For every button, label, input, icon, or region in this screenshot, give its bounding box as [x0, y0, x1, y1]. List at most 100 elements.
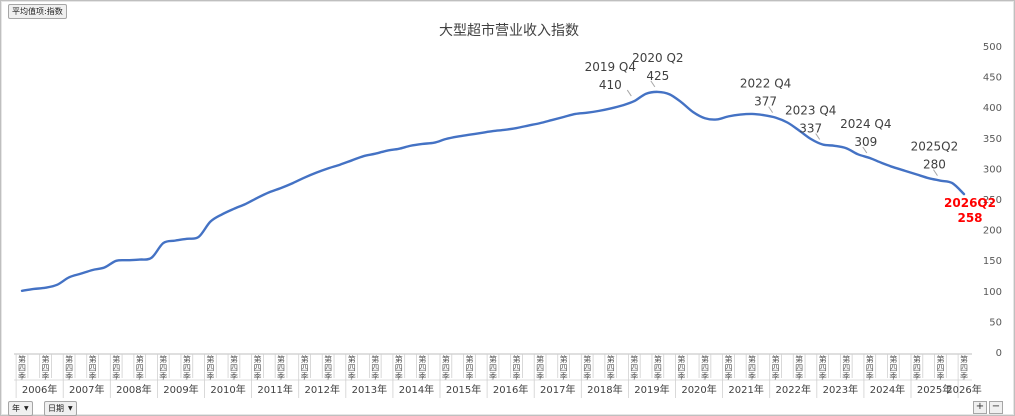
x-quarter-char: 第 [913, 354, 921, 364]
x-quarter-char: 四 [536, 364, 544, 373]
x-quarter-label: 第四季 [748, 354, 756, 381]
x-quarter-char: 四 [348, 364, 356, 373]
callout-label: 2020 Q2 [632, 51, 683, 65]
callout-leader [933, 169, 938, 176]
x-quarter-char: 季 [324, 371, 332, 381]
x-quarter-char: 季 [277, 371, 285, 381]
callout-label: 2025Q2 [911, 140, 959, 154]
x-quarter-label: 第四季 [465, 354, 473, 381]
x-quarter-char: 四 [607, 364, 615, 373]
x-quarter-char: 四 [442, 364, 450, 373]
x-quarter-char: 第 [348, 354, 356, 364]
x-quarter-char: 季 [536, 371, 544, 381]
x-quarter-char: 季 [418, 371, 426, 381]
x-quarter-char: 第 [654, 354, 662, 364]
x-quarter-label: 第四季 [795, 354, 803, 381]
x-quarter-label: 第四季 [536, 354, 544, 381]
x-quarter-char: 四 [630, 364, 638, 373]
callout-leader [650, 80, 656, 88]
x-quarter-char: 第 [866, 354, 874, 364]
x-quarter-char: 第 [277, 354, 285, 364]
x-quarter-label: 第四季 [206, 354, 214, 381]
callout-value: 425 [646, 69, 669, 83]
x-quarter-char: 四 [18, 364, 26, 373]
x-quarter-char: 第 [65, 354, 73, 364]
x-quarter-label: 第四季 [819, 354, 827, 381]
x-quarter-char: 四 [772, 364, 780, 373]
x-quarter-label: 第四季 [866, 354, 874, 381]
x-quarter-char: 季 [395, 371, 403, 381]
x-quarter-label: 第四季 [136, 354, 144, 381]
x-quarter-char: 四 [819, 364, 827, 373]
x-quarter-char: 季 [701, 371, 709, 381]
x-quarter-char: 第 [607, 354, 615, 364]
x-year-label: 2026年 [946, 383, 981, 396]
date-field-button[interactable]: 日期 ▼ [44, 401, 77, 416]
x-quarter-char: 季 [18, 371, 26, 381]
dropdown-arrow-icon: ▼ [68, 405, 73, 412]
y-tick-label: 300 [983, 164, 1002, 175]
chart-title: 大型超市营业收入指数 [439, 22, 579, 39]
x-quarter-char: 季 [159, 371, 167, 381]
x-quarter-char: 季 [89, 371, 97, 381]
series-line [20, 90, 966, 292]
x-quarter-char: 季 [936, 371, 944, 381]
callout-leader [626, 89, 632, 97]
x-quarter-char: 第 [112, 354, 120, 364]
x-year-label: 2017年 [540, 383, 575, 396]
y-tick-label: 500 [983, 42, 1002, 53]
x-year-label: 2021年 [728, 383, 763, 396]
x-quarter-char: 季 [795, 371, 803, 381]
x-quarter-char: 第 [960, 354, 968, 364]
x-quarter-char: 季 [112, 371, 120, 381]
x-quarter-char: 四 [677, 364, 685, 373]
x-quarter-char: 第 [42, 354, 50, 364]
x-quarter-char: 第 [230, 354, 238, 364]
x-quarter-char: 第 [418, 354, 426, 364]
x-year-label: 2022年 [776, 383, 811, 396]
x-quarter-char: 四 [301, 364, 309, 373]
collapse-field-button[interactable]: − [989, 401, 1003, 414]
callout-leader [768, 106, 774, 113]
x-quarter-char: 季 [183, 371, 191, 381]
measure-field-button[interactable]: 平均值项:指数 [8, 4, 67, 19]
x-quarter-char: 四 [159, 364, 167, 373]
y-tick-label: 400 [983, 103, 1002, 114]
x-quarter-char: 四 [913, 364, 921, 373]
x-quarter-char: 季 [960, 371, 968, 381]
callout: 2022 Q4 377 [740, 77, 791, 113]
expand-field-button[interactable]: + [973, 401, 987, 414]
x-quarter-char: 季 [301, 371, 309, 381]
x-quarter-char: 第 [536, 354, 544, 364]
x-quarter-char: 四 [465, 364, 473, 373]
x-quarter-char: 季 [748, 371, 756, 381]
callout-leader [862, 146, 868, 154]
year-field-button[interactable]: 年 ▼ [8, 401, 33, 416]
x-year-label: 2009年 [163, 383, 198, 396]
callout-label: 2023 Q4 [785, 104, 836, 118]
x-year-label: 2020年 [681, 383, 716, 396]
x-year-label: 2011年 [257, 383, 292, 396]
x-quarter-label: 第四季 [395, 354, 403, 381]
x-year-label: 2015年 [446, 383, 481, 396]
x-year-label: 2006年 [22, 383, 57, 396]
x-quarter-label: 第四季 [65, 354, 73, 381]
x-quarter-label: 第四季 [112, 354, 120, 381]
x-year-label: 2016年 [493, 383, 528, 396]
x-quarter-label: 第四季 [301, 354, 309, 381]
x-quarter-char: 季 [42, 371, 50, 381]
callout-value: 280 [923, 158, 946, 172]
x-quarter-label: 第四季 [230, 354, 238, 381]
x-quarter-char: 四 [418, 364, 426, 373]
x-quarter-char: 季 [842, 371, 850, 381]
x-quarter-char: 季 [630, 371, 638, 381]
x-quarter-char: 四 [725, 364, 733, 373]
x-quarter-char: 季 [772, 371, 780, 381]
x-quarter-char: 第 [301, 354, 309, 364]
x-year-label: 2025年 [917, 383, 952, 396]
x-quarter-char: 四 [277, 364, 285, 373]
x-quarter-char: 四 [960, 364, 968, 373]
x-quarter-char: 季 [677, 371, 685, 381]
x-year-label: 2023年 [823, 383, 858, 396]
